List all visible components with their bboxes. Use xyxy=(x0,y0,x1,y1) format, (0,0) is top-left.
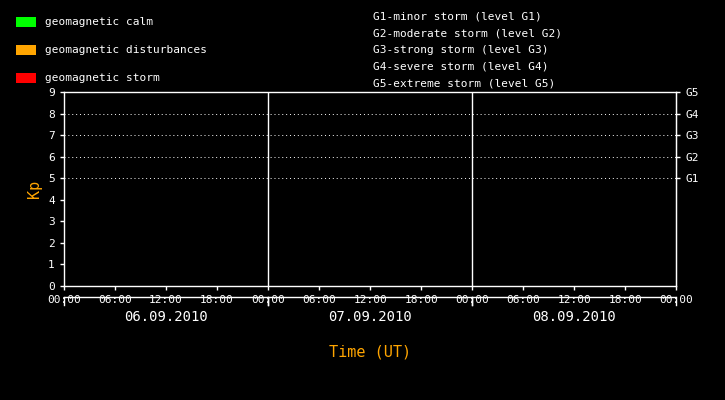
Text: Time (UT): Time (UT) xyxy=(329,344,411,360)
Text: 07.09.2010: 07.09.2010 xyxy=(328,310,412,324)
Text: geomagnetic storm: geomagnetic storm xyxy=(45,73,160,83)
Text: 06.09.2010: 06.09.2010 xyxy=(124,310,208,324)
Text: G5-extreme storm (level G5): G5-extreme storm (level G5) xyxy=(373,78,555,89)
Y-axis label: Kp: Kp xyxy=(28,180,43,198)
FancyBboxPatch shape xyxy=(16,73,36,83)
Text: G4-severe storm (level G4): G4-severe storm (level G4) xyxy=(373,62,549,72)
Text: G1-minor storm (level G1): G1-minor storm (level G1) xyxy=(373,11,542,21)
Text: G3-strong storm (level G3): G3-strong storm (level G3) xyxy=(373,45,549,55)
Text: geomagnetic disturbances: geomagnetic disturbances xyxy=(45,45,207,55)
Text: geomagnetic calm: geomagnetic calm xyxy=(45,17,153,27)
FancyBboxPatch shape xyxy=(16,45,36,55)
Text: 08.09.2010: 08.09.2010 xyxy=(532,310,616,324)
FancyBboxPatch shape xyxy=(16,17,36,27)
Text: G2-moderate storm (level G2): G2-moderate storm (level G2) xyxy=(373,28,562,38)
